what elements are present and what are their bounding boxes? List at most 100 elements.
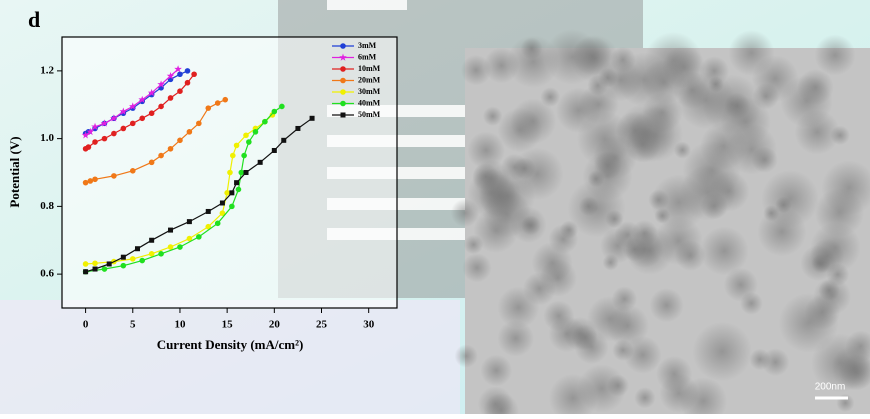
texture-blob [739,291,763,315]
texture-blob [513,157,536,180]
y-tick-label: 0.6 [40,268,54,280]
texture-blob [450,198,480,228]
texture-blob [775,196,792,214]
texture-blob [814,188,865,238]
texture-blob [548,315,586,353]
point [219,200,225,206]
texture-blob [510,98,557,145]
point [157,80,165,88]
legend-label: 50mM [358,110,381,119]
legend-marker [340,43,346,49]
texture-blob [531,242,573,284]
texture-blob [814,34,856,76]
texture-blob [467,168,517,219]
point [186,219,192,225]
x-tick-label: 20 [269,319,281,331]
point [174,65,182,73]
texture-blob [761,170,819,228]
x-tick-label: 5 [130,319,136,331]
point [196,234,202,240]
x-tick-label: 30 [363,319,375,331]
point [219,210,226,216]
point [111,173,117,179]
point [129,168,136,174]
legend-label: 6mM [358,52,377,61]
point [119,107,128,115]
point [111,130,117,137]
y-tick-label: 1.0 [40,132,54,144]
y-axis-label: Potential (V) [7,136,22,207]
micrograph-texture [450,29,870,419]
point [120,125,127,132]
legend-label: 20mM [358,75,381,84]
point [167,95,174,101]
panel-label: d [28,7,40,32]
point [134,246,140,252]
x-tick-label: 15 [222,319,234,331]
texture-blob [480,354,513,387]
point [234,180,240,186]
legend-label: 3mM [358,41,377,50]
point [229,203,235,210]
x-tick-label: 10 [174,319,186,331]
texture-blob [497,319,534,357]
point [166,72,175,80]
point [281,137,287,143]
point [205,105,212,111]
point [101,135,108,142]
point [295,125,301,131]
texture-blob [778,292,839,353]
point [158,152,164,159]
texture-blob [578,196,599,217]
texture-blob [606,374,630,397]
point [224,190,230,196]
point [167,244,174,250]
point [177,244,183,250]
point [100,119,109,127]
point [271,147,277,153]
texture-blob [699,226,749,276]
point [227,169,233,176]
texture-blob [612,339,634,362]
point [229,190,235,196]
texture-blob [720,96,771,147]
point [252,129,259,135]
x-tick-label: 0 [83,319,89,331]
point [91,122,99,130]
point [92,139,98,145]
texture-blob [654,216,703,266]
texture-blob [673,141,692,159]
point [246,139,252,145]
legend-marker [340,77,346,84]
texture-blob [540,87,561,107]
point [129,102,137,110]
point [177,88,183,94]
legend-marker [340,89,346,95]
point [85,144,92,150]
point [120,262,127,269]
legend-marker [340,66,346,72]
point [110,114,118,122]
texture-blob [586,296,633,342]
point [139,257,146,264]
texture-blob [460,54,492,86]
texture-blob [654,207,671,224]
texture-blob [570,34,619,83]
point [83,269,89,275]
point [279,103,285,110]
texture-blob [559,220,579,240]
point [92,260,98,267]
point [148,110,155,117]
point [129,256,136,262]
point [196,120,202,127]
plot: 0 5 10 15 20 25 30 0.6 0.8 1.0 1.2 3mM 6mM 10mM 20mM 30… [40,41,380,331]
point [86,127,95,136]
texture-blob [625,230,664,269]
point [101,266,108,272]
point [233,142,240,149]
point [243,170,249,175]
point [177,137,183,144]
texture-blob [649,288,684,323]
legend-marker [340,100,346,107]
point [82,261,89,267]
